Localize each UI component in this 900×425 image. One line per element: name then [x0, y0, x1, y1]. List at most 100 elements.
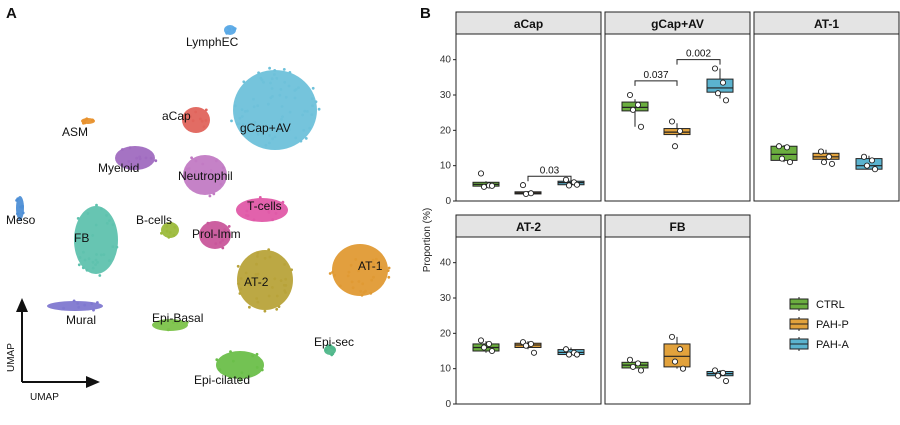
umap-cell-dot — [211, 233, 215, 237]
umap-cluster-label: aCap — [162, 109, 191, 123]
data-point — [477, 337, 485, 344]
umap-cell-dot — [83, 118, 87, 122]
y-tick-label: 10 — [440, 364, 452, 375]
umap-cluster: LymphEC — [186, 25, 239, 49]
panel-title: AT-1 — [814, 17, 839, 31]
umap-cluster-label: LymphEC — [186, 35, 239, 49]
box — [663, 118, 691, 150]
umap-cell-dot — [77, 305, 81, 309]
data-point — [626, 356, 634, 363]
y-tick-label: 30 — [440, 293, 452, 304]
umap-cell-dot — [273, 135, 277, 139]
umap-cluster-label: Myeloid — [98, 161, 139, 175]
umap-cell-dot — [263, 309, 267, 313]
umap-cell-dot — [94, 258, 98, 262]
panel-title: FB — [670, 220, 686, 234]
umap-cell-dot — [287, 84, 291, 88]
data-point — [786, 159, 794, 166]
umap-cell-dot — [310, 113, 314, 116]
umap-cell-dot — [115, 245, 119, 249]
umap-cell-dot — [206, 221, 210, 225]
data-point — [522, 190, 530, 197]
umap-cell-dot — [21, 211, 25, 215]
umap-cell-dot — [326, 344, 330, 347]
umap-cell-dot — [107, 259, 111, 262]
panel-frame — [604, 236, 751, 405]
umap-cell-dot — [354, 258, 358, 261]
umap-cell-dot — [233, 104, 237, 108]
umap-cell-dot — [209, 169, 213, 173]
umap-cell-dot — [369, 291, 373, 295]
umap-cell-dot — [379, 266, 383, 269]
umap-cell-dot — [273, 277, 277, 281]
umap-cell-dot — [271, 137, 274, 141]
umap-cell-dot — [239, 277, 243, 280]
data-point — [668, 118, 676, 125]
data-point — [527, 340, 535, 347]
boxplot-chart: aCap 0 10 20 30 40 0.03 gCap+AV 0.037 0.002 AT-1 AT… — [440, 11, 900, 410]
umap-cell-dot — [351, 286, 355, 290]
umap-cell-dot — [258, 196, 262, 199]
umap-cell-dot — [284, 95, 288, 99]
umap-cell-dot — [386, 269, 390, 272]
umap-cell-dot — [304, 137, 308, 140]
data-point — [711, 367, 719, 374]
umap-cell-dot — [328, 272, 332, 275]
umap-cell-dot — [260, 368, 264, 372]
umap-cell-dot — [267, 102, 270, 106]
y-tick-label: 20 — [440, 328, 452, 339]
data-point — [637, 367, 645, 374]
umap-cluster: Mural — [47, 299, 103, 327]
umap-cell-dot — [95, 253, 98, 256]
umap-cluster-label: Neutrophil — [178, 169, 233, 183]
umap-cluster: Neutrophil — [178, 155, 233, 198]
umap-cell-dot — [267, 211, 271, 214]
umap-cell-dot — [324, 348, 328, 352]
box-body — [706, 78, 734, 93]
umap-cell-dot — [270, 77, 274, 81]
data-point — [488, 182, 496, 189]
p-value-label: 0.03 — [540, 165, 560, 176]
umap-cluster-label: Meso — [6, 213, 36, 227]
data-point — [565, 351, 573, 358]
umap-cluster-label: Prol-Imm — [192, 227, 241, 241]
data-point — [671, 143, 679, 150]
box — [706, 367, 734, 385]
umap-cell-dot — [281, 115, 284, 119]
umap-cell-dot — [311, 104, 314, 108]
umap-cell-dot — [374, 257, 378, 261]
umap-cell-dot — [247, 202, 251, 206]
umap-cell-dot — [387, 266, 391, 270]
data-point — [783, 144, 791, 151]
umap-cell-dot — [338, 284, 342, 288]
umap-cluster: B-cells — [136, 213, 179, 239]
umap-cell-dot — [233, 27, 237, 30]
umap-cell-dot — [129, 167, 132, 171]
umap-cell-dot — [87, 257, 91, 261]
umap-cell-dot — [268, 66, 271, 70]
umap-cell-dot — [246, 214, 250, 218]
umap-cell-dot — [294, 136, 298, 140]
umap-plot: LymphEC aCap gCap+AV ASM Myeloid Neutrophil T-… — [6, 25, 391, 387]
data-point — [871, 166, 879, 173]
umap-cell-dot — [96, 261, 99, 264]
umap-cell-dot — [314, 100, 318, 104]
umap-cell-dot — [256, 132, 260, 136]
boxplot-panel: AT-1 — [753, 11, 900, 202]
data-point — [634, 101, 642, 108]
umap-cell-dot — [255, 352, 259, 356]
box — [621, 356, 649, 374]
umap-cluster: AT-1 — [328, 244, 391, 297]
p-value-label: 0.037 — [643, 70, 668, 81]
umap-cell-dot — [252, 218, 256, 222]
umap-cell-dot — [267, 248, 271, 252]
data-point — [626, 91, 634, 99]
umap-cluster: ASM — [62, 117, 95, 139]
data-point — [637, 123, 645, 130]
umap-cell-dot — [221, 166, 225, 170]
data-point — [676, 346, 684, 353]
umap-cell-dot — [271, 286, 274, 289]
umap-cell-dot — [194, 170, 198, 173]
umap-cell-dot — [239, 287, 243, 291]
umap-cell-dot — [83, 258, 87, 262]
